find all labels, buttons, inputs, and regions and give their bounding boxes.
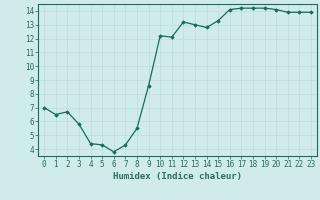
X-axis label: Humidex (Indice chaleur): Humidex (Indice chaleur) [113, 172, 242, 181]
